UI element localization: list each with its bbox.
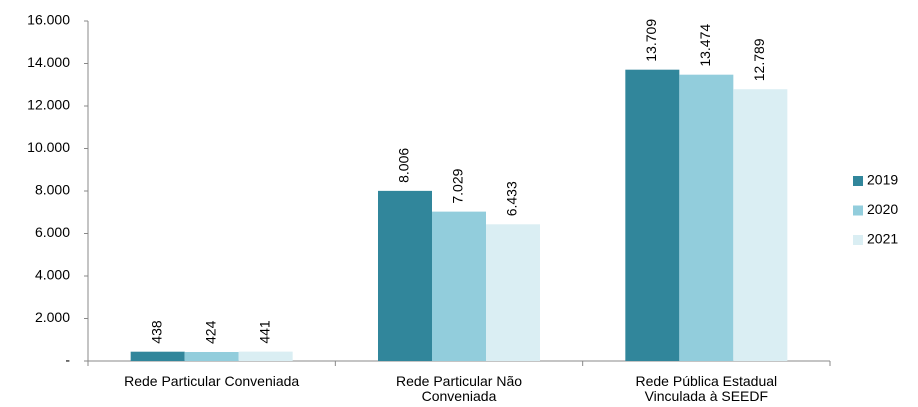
legend-swatch (853, 235, 863, 245)
value-label: 7.029 (450, 168, 466, 203)
legend-swatch (853, 176, 863, 186)
x-tick-label: Rede Pública Estadual Vinculada à SEEDF (635, 373, 778, 404)
bar (238, 351, 293, 361)
value-label: 6.433 (504, 181, 520, 216)
y-tick-label: - (65, 352, 70, 368)
bar (184, 351, 239, 361)
value-label: 13.474 (697, 24, 713, 67)
value-label: 424 (202, 320, 218, 344)
value-label: 8.006 (396, 148, 412, 183)
legend-label: 2019 (867, 172, 898, 188)
y-tick-label: 4.000 (35, 267, 70, 283)
bar (431, 211, 487, 361)
bar (625, 69, 680, 361)
y-tick-label: 14.000 (27, 54, 70, 70)
y-tick-label: 8.000 (35, 182, 70, 198)
value-label: 12.789 (751, 38, 767, 81)
bar (679, 74, 734, 362)
bar (130, 351, 185, 361)
x-tick-label: Rede Particular Conveniada (124, 373, 300, 389)
value-label: 438 (148, 320, 164, 344)
legend-label: 2020 (867, 201, 898, 217)
y-tick-label: 12.000 (27, 97, 70, 113)
bar (733, 89, 788, 361)
legend-label: 2021 (867, 231, 898, 247)
value-label: 13.709 (643, 19, 659, 62)
bar (486, 224, 541, 361)
legend-swatch (853, 205, 863, 216)
bar (377, 190, 432, 361)
y-tick-label: 2.000 (35, 309, 70, 325)
y-tick-label: 16.000 (27, 12, 70, 28)
value-label: 441 (256, 320, 272, 344)
y-tick-label: 10.000 (27, 139, 70, 155)
x-tick-label: Rede Particular Não Conveniada (395, 373, 523, 404)
y-tick-label: 6.000 (35, 224, 70, 240)
